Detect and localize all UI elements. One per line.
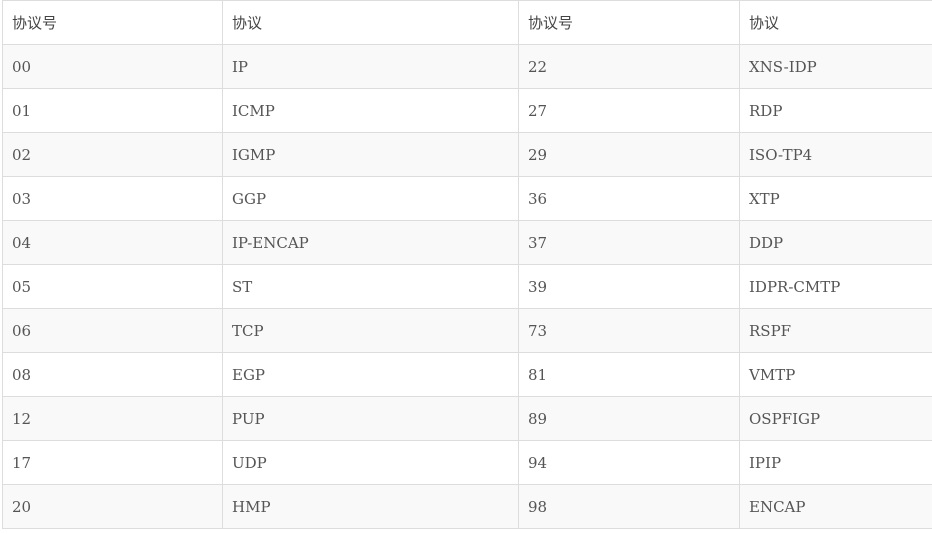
table-body: 00 IP 22 XNS-IDP 01 ICMP 27 RDP 02 IGMP … bbox=[2, 44, 932, 529]
table-row: 17 UDP 94 IPIP bbox=[2, 440, 932, 485]
cell-protocol-name: RDP bbox=[739, 88, 932, 133]
cell-protocol-name: TCP bbox=[222, 308, 519, 353]
cell-protocol-name: UDP bbox=[222, 440, 519, 485]
cell-protocol-name: PUP bbox=[222, 396, 519, 441]
cell-protocol-name: ICMP bbox=[222, 88, 519, 133]
cell-protocol-name: XNS-IDP bbox=[739, 44, 932, 89]
cell-protocol-number: 06 bbox=[2, 308, 223, 353]
cell-protocol-number: 94 bbox=[518, 440, 740, 485]
cell-protocol-name: HMP bbox=[222, 484, 519, 529]
cell-protocol-number: 36 bbox=[518, 176, 740, 221]
cell-protocol-number: 89 bbox=[518, 396, 740, 441]
cell-protocol-name: ENCAP bbox=[739, 484, 932, 529]
cell-protocol-number: 01 bbox=[2, 88, 223, 133]
cell-protocol-name: IPIP bbox=[739, 440, 932, 485]
cell-protocol-name: ISO-TP4 bbox=[739, 132, 932, 177]
cell-protocol-number: 03 bbox=[2, 176, 223, 221]
cell-protocol-name: RSPF bbox=[739, 308, 932, 353]
table-row: 00 IP 22 XNS-IDP bbox=[2, 44, 932, 89]
table-row: 20 HMP 98 ENCAP bbox=[2, 484, 932, 529]
cell-protocol-number: 04 bbox=[2, 220, 223, 265]
header-protocol-left: 协议 bbox=[222, 0, 519, 45]
cell-protocol-number: 02 bbox=[2, 132, 223, 177]
cell-protocol-name: OSPFIGP bbox=[739, 396, 932, 441]
cell-protocol-number: 17 bbox=[2, 440, 223, 485]
header-protocol-right: 协议 bbox=[739, 0, 932, 45]
cell-protocol-number: 73 bbox=[518, 308, 740, 353]
table-row: 08 EGP 81 VMTP bbox=[2, 352, 932, 397]
cell-protocol-number: 08 bbox=[2, 352, 223, 397]
cell-protocol-number: 27 bbox=[518, 88, 740, 133]
header-row: 协议号 协议 协议号 协议 bbox=[2, 0, 932, 45]
table-row: 12 PUP 89 OSPFIGP bbox=[2, 396, 932, 441]
header-protocol-number-right: 协议号 bbox=[518, 0, 740, 45]
cell-protocol-number: 00 bbox=[2, 44, 223, 89]
cell-protocol-name: GGP bbox=[222, 176, 519, 221]
cell-protocol-name: ST bbox=[222, 264, 519, 309]
table-row: 02 IGMP 29 ISO-TP4 bbox=[2, 132, 932, 177]
header-protocol-number-left: 协议号 bbox=[2, 0, 223, 45]
cell-protocol-number: 29 bbox=[518, 132, 740, 177]
table-row: 04 IP-ENCAP 37 DDP bbox=[2, 220, 932, 265]
cell-protocol-number: 37 bbox=[518, 220, 740, 265]
cell-protocol-number: 39 bbox=[518, 264, 740, 309]
cell-protocol-number: 22 bbox=[518, 44, 740, 89]
table-row: 01 ICMP 27 RDP bbox=[2, 88, 932, 133]
table-header: 协议号 协议 协议号 协议 bbox=[2, 0, 932, 45]
cell-protocol-name: IP-ENCAP bbox=[222, 220, 519, 265]
cell-protocol-number: 98 bbox=[518, 484, 740, 529]
cell-protocol-name: DDP bbox=[739, 220, 932, 265]
cell-protocol-name: IDPR-CMTP bbox=[739, 264, 932, 309]
cell-protocol-number: 12 bbox=[2, 396, 223, 441]
cell-protocol-number: 05 bbox=[2, 264, 223, 309]
cell-protocol-name: XTP bbox=[739, 176, 932, 221]
table-row: 05 ST 39 IDPR-CMTP bbox=[2, 264, 932, 309]
cell-protocol-number: 81 bbox=[518, 352, 740, 397]
table-row: 06 TCP 73 RSPF bbox=[2, 308, 932, 353]
table-row: 03 GGP 36 XTP bbox=[2, 176, 932, 221]
cell-protocol-name: VMTP bbox=[739, 352, 932, 397]
cell-protocol-number: 20 bbox=[2, 484, 223, 529]
cell-protocol-name: IGMP bbox=[222, 132, 519, 177]
cell-protocol-name: IP bbox=[222, 44, 519, 89]
cell-protocol-name: EGP bbox=[222, 352, 519, 397]
